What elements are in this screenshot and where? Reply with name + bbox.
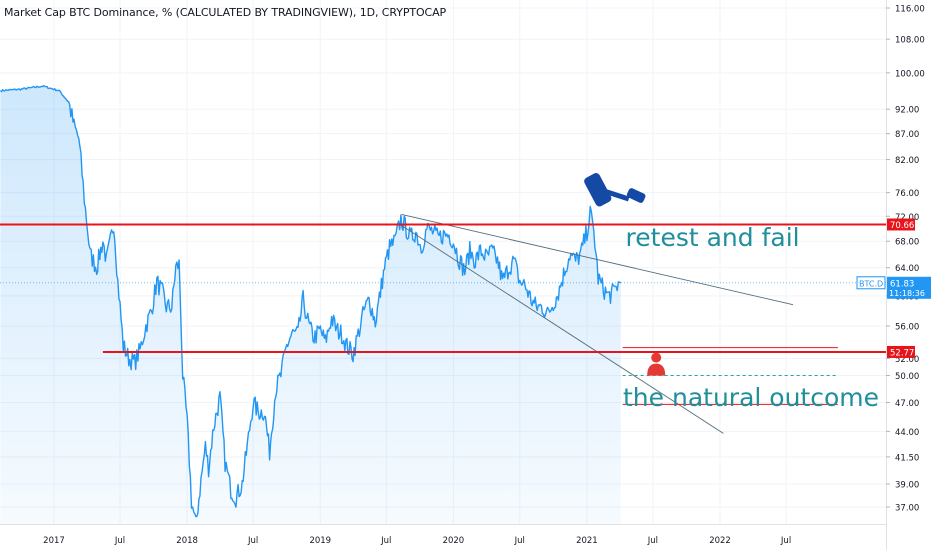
y-tick-label: 64.00 <box>895 264 919 274</box>
price-badge-label: 70.66 <box>890 221 914 231</box>
x-tick-label: Jul <box>247 536 258 546</box>
trendline-lower <box>401 225 724 434</box>
chart-title: Market Cap BTC Dominance, % (CALCULATED … <box>4 6 447 19</box>
y-tick-label: 87.00 <box>895 130 919 140</box>
gavel-head <box>584 173 612 207</box>
y-tick-label: 56.00 <box>895 323 919 333</box>
drawings: retest and fail the natural outcome <box>0 173 886 434</box>
x-tick-label: Jul <box>380 536 391 546</box>
person-body <box>647 363 666 376</box>
series-line <box>0 84 622 518</box>
gavel-icon <box>584 173 646 207</box>
y-tick-label: 108.00 <box>895 36 925 46</box>
x-tick-label: 2018 <box>176 536 198 546</box>
y-tick-label: 52.00 <box>895 355 919 365</box>
x-tick-label: 2019 <box>309 536 331 546</box>
y-tick-label: 72.00 <box>895 213 919 223</box>
price-badge <box>887 218 915 231</box>
annotation-outcome: the natural outcome <box>623 383 879 412</box>
trendline-upper <box>401 214 794 306</box>
symbol-label: BTC.D <box>859 279 883 288</box>
last-price-label: 61.83 <box>890 279 914 289</box>
x-tick-label: Jul <box>780 536 791 546</box>
y-tick-label: 82.00 <box>895 156 919 166</box>
person-head <box>651 352 662 363</box>
x-tick-label: 2022 <box>709 536 731 546</box>
gavel-handle <box>603 188 630 202</box>
x-tick-label: 2020 <box>443 536 465 546</box>
countdown-label: 11:18:36 <box>889 289 925 298</box>
x-tick-label: Jul <box>514 536 525 546</box>
x-tick-label: 2017 <box>43 536 65 546</box>
person-icon <box>647 352 666 376</box>
series-area <box>0 85 621 524</box>
y-tick-label: 47.00 <box>895 399 919 409</box>
x-tick-label: 2021 <box>576 536 598 546</box>
annotation-retest: retest and fail <box>626 223 800 252</box>
y-tick-label: 68.00 <box>895 238 919 248</box>
y-tick-label: 92.00 <box>895 106 919 116</box>
last-price-badge <box>887 276 931 299</box>
y-tick-label: 100.00 <box>895 69 925 79</box>
series-path <box>0 84 622 518</box>
x-tick-label: Jul <box>114 536 125 546</box>
x-tick-label: Jul <box>647 536 658 546</box>
y-tick-label: 44.00 <box>895 428 919 438</box>
area-fill <box>0 85 621 524</box>
price-badge-label: 52.77 <box>890 348 914 358</box>
y-tick-label: 37.00 <box>895 504 919 514</box>
y-tick-label: 39.00 <box>895 481 919 491</box>
y-tick-label: 116.00 <box>895 5 925 15</box>
symbol-badge <box>856 276 886 290</box>
y-tick-label: 76.00 <box>895 189 919 199</box>
gavel-grip <box>626 188 646 203</box>
price-badge <box>887 345 915 358</box>
y-tick-label: 41.50 <box>895 453 919 463</box>
y-tick-label: 50.00 <box>895 372 919 382</box>
